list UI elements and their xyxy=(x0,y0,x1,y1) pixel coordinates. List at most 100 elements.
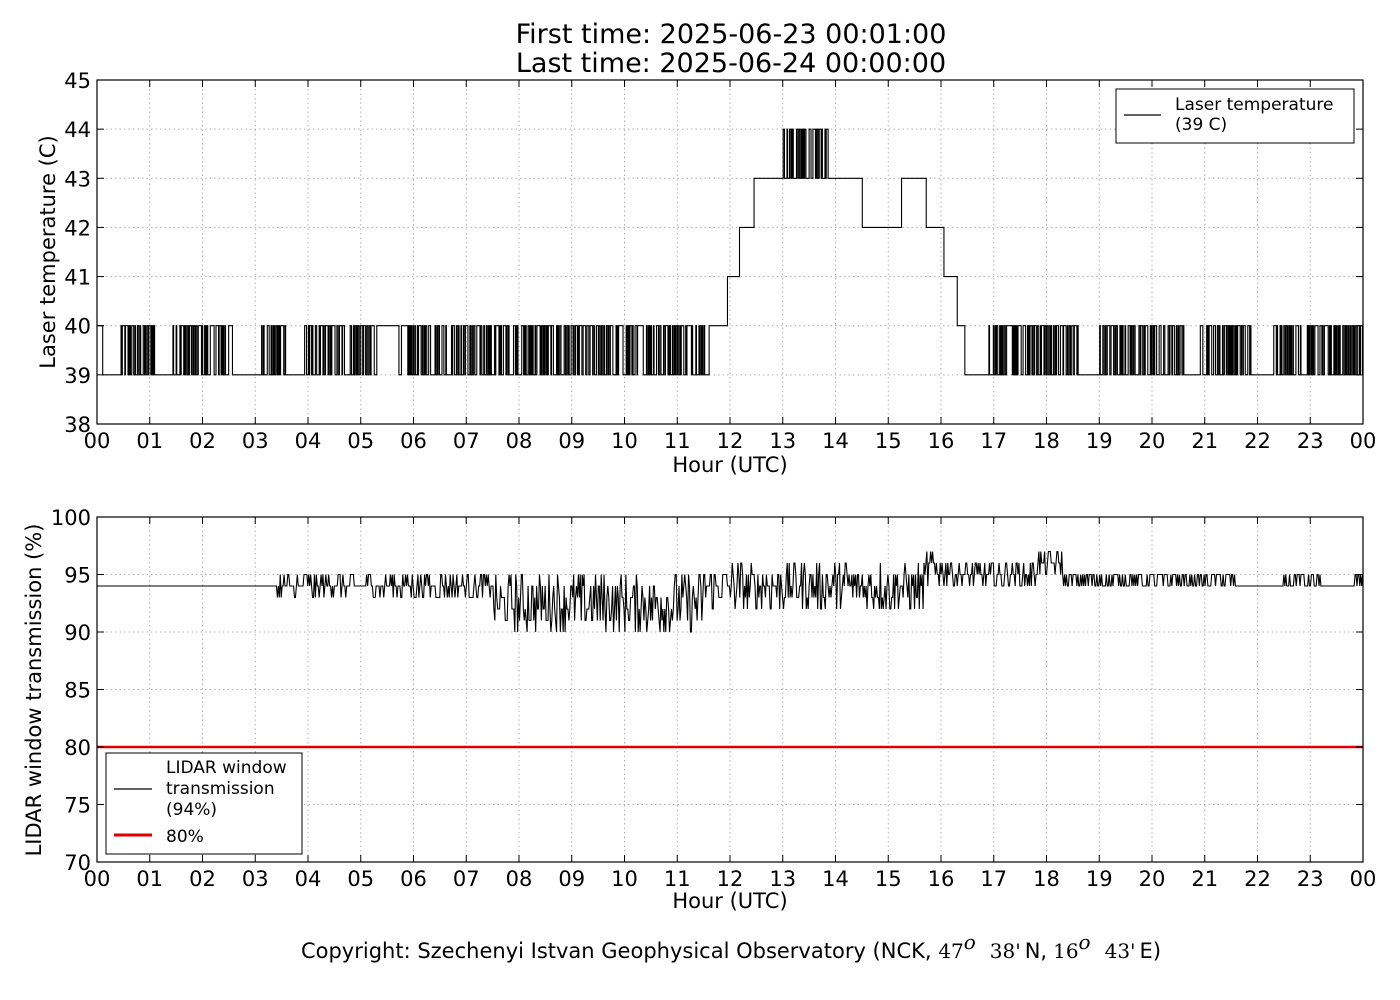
laser-temperature-panel: 00 01 02 03 04 05 06 07 08 09 10 11 12 13 14 15 16 17 18 19… xyxy=(36,69,1376,477)
title-line-1: First time: 2025-06-23 00:01:00 xyxy=(516,19,947,50)
x-tick-label: 18 xyxy=(1033,867,1060,891)
lat-direction: N, xyxy=(1025,939,1047,963)
lat-minutes: 38' xyxy=(990,939,1021,963)
x-tick-label: 13 xyxy=(769,429,796,453)
x-tick-label: 14 xyxy=(822,429,849,453)
x-tick-label: 23 xyxy=(1297,429,1324,453)
x-tick-label: 12 xyxy=(717,867,744,891)
lidar-transmission-series xyxy=(97,550,1364,749)
x-tick-label: 10 xyxy=(611,429,638,453)
x-tick-label: 05 xyxy=(347,429,374,453)
lon-degree-symbol: o xyxy=(1079,930,1091,954)
x-tick-label: 04 xyxy=(295,867,322,891)
y-tick-label: 39 xyxy=(64,364,91,388)
lon-minutes: 43' xyxy=(1105,939,1136,963)
x-tick-label: 22 xyxy=(1244,867,1271,891)
title-line-2: Last time: 2025-06-24 00:00:00 xyxy=(516,48,946,79)
grid-top xyxy=(97,80,1363,424)
ylabel-top: Laser temperature (C) xyxy=(36,135,60,368)
x-tick-label: 06 xyxy=(400,867,427,891)
lidar-transmission-panel: 00 01 02 03 04 05 06 07 08 09 10 11 12 13 14 15 16 17 18 19… xyxy=(22,506,1376,913)
x-tick-label: 00 xyxy=(84,867,111,891)
x-tick-label: 04 xyxy=(295,429,322,453)
y-tick-label: 80 xyxy=(64,736,91,760)
laser-temperature-series xyxy=(97,128,1364,376)
x-tick-label: 15 xyxy=(875,867,902,891)
x-tick-label: 18 xyxy=(1033,429,1060,453)
lidar-transmission-line xyxy=(97,550,1364,633)
x-tick-label: 01 xyxy=(136,867,163,891)
copyright-prefix: Copyright: Szechenyi Istvan Geophysical … xyxy=(301,939,938,963)
x-tick-label: 17 xyxy=(980,867,1007,891)
y-tick-label: 45 xyxy=(64,69,91,93)
y-tick-label: 42 xyxy=(64,216,91,240)
xlabel-bottom: Hour (UTC) xyxy=(672,889,787,913)
x-tick-label: 22 xyxy=(1244,429,1271,453)
x-tick-label: 16 xyxy=(928,429,955,453)
x-tick-label: 06 xyxy=(400,429,427,453)
x-tick-label: 15 xyxy=(875,429,902,453)
ticks-bottom: 00 01 02 03 04 05 06 07 08 09 10 11 12 13 14 15 16 17 18 19… xyxy=(51,506,1376,891)
legend-label-lidar-3: (94%) xyxy=(166,800,217,820)
x-tick-label: 17 xyxy=(980,429,1007,453)
x-tick-label: 21 xyxy=(1191,429,1218,453)
lon-degrees: 16 xyxy=(1053,939,1078,963)
x-tick-label: 02 xyxy=(189,867,216,891)
y-tick-label: 41 xyxy=(64,266,91,290)
legend-label-threshold: 80% xyxy=(166,827,204,847)
y-tick-label: 70 xyxy=(64,851,91,875)
x-tick-label: 16 xyxy=(928,867,955,891)
legend-top: Laser temperature (39 C) xyxy=(1115,88,1355,144)
x-tick-label: 00 xyxy=(1350,429,1377,453)
x-tick-label: 09 xyxy=(558,867,585,891)
legend-box-bottom xyxy=(105,752,303,855)
y-tick-label: 38 xyxy=(64,413,91,437)
x-tick-label: 13 xyxy=(769,867,796,891)
x-tick-label: 08 xyxy=(506,867,533,891)
legend-label-lidar-2: transmission xyxy=(166,779,275,799)
legend-label-laser-2: (39 C) xyxy=(1175,115,1227,135)
grid-bottom xyxy=(97,517,1363,862)
legend-label-laser-1: Laser temperature xyxy=(1175,95,1333,115)
y-tick-label: 44 xyxy=(64,118,91,142)
xlabel-top: Hour (UTC) xyxy=(672,453,787,477)
x-tick-label: 20 xyxy=(1139,429,1166,453)
lat-degree-symbol: o xyxy=(964,930,976,954)
y-tick-label: 75 xyxy=(64,794,91,818)
x-tick-label: 07 xyxy=(453,429,480,453)
x-tick-label: 07 xyxy=(453,867,480,891)
y-tick-label: 100 xyxy=(51,506,91,530)
x-tick-label: 23 xyxy=(1297,867,1324,891)
x-tick-label: 03 xyxy=(242,867,269,891)
x-tick-label: 05 xyxy=(347,867,374,891)
y-tick-label: 43 xyxy=(64,167,91,191)
ticks-top: 00 01 02 03 04 05 06 07 08 09 10 11 12 13 14 15 16 17 18 19… xyxy=(64,69,1376,453)
x-tick-label: 19 xyxy=(1086,867,1113,891)
x-tick-label: 00 xyxy=(1350,867,1377,891)
x-tick-label: 14 xyxy=(822,867,849,891)
x-tick-label: 21 xyxy=(1191,867,1218,891)
legend-bottom: LIDAR window transmission (94%) 80% xyxy=(105,752,303,855)
x-tick-label: 09 xyxy=(558,429,585,453)
x-tick-label: 20 xyxy=(1139,867,1166,891)
x-tick-label: 03 xyxy=(242,429,269,453)
x-tick-label: 19 xyxy=(1086,429,1113,453)
x-tick-label: 10 xyxy=(611,867,638,891)
x-tick-label: 00 xyxy=(84,429,111,453)
y-tick-label: 85 xyxy=(64,679,91,703)
y-tick-label: 95 xyxy=(64,564,91,588)
x-tick-label: 02 xyxy=(189,429,216,453)
copyright-text: Copyright: Szechenyi Istvan Geophysical … xyxy=(301,930,1161,963)
x-tick-label: 08 xyxy=(506,429,533,453)
lat-degrees: 47 xyxy=(938,939,963,963)
legend-box-top xyxy=(1115,88,1355,144)
x-tick-label: 11 xyxy=(664,867,691,891)
lon-direction: E) xyxy=(1140,939,1161,963)
x-tick-label: 12 xyxy=(717,429,744,453)
y-tick-label: 90 xyxy=(64,621,91,645)
x-tick-label: 11 xyxy=(664,429,691,453)
x-tick-label: 01 xyxy=(136,429,163,453)
y-tick-label: 40 xyxy=(64,315,91,339)
laser-temperature-line xyxy=(97,128,1364,376)
